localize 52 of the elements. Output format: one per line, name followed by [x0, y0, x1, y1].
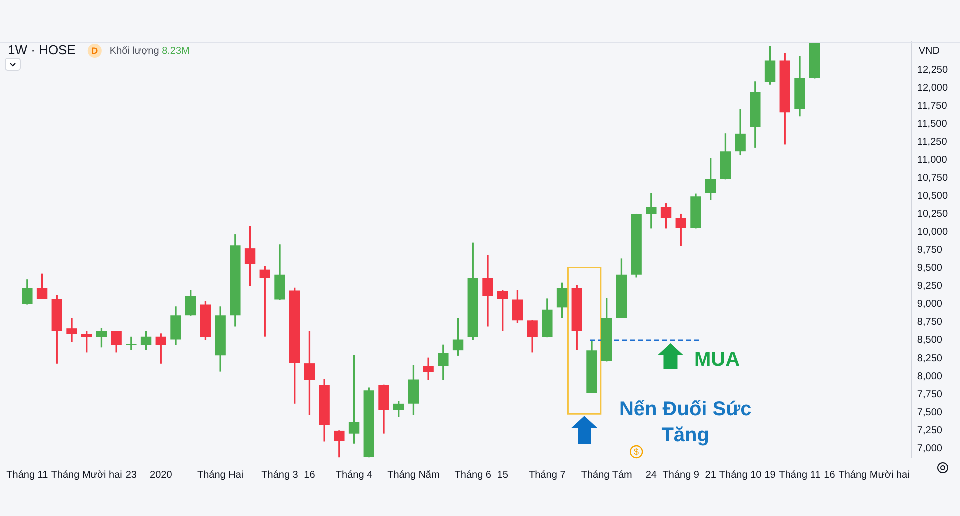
y-tick-label: 7,750 — [917, 389, 943, 400]
y-tick-label: 8,250 — [917, 353, 943, 364]
candlestick — [126, 336, 137, 350]
x-tick-label: Tháng 11 — [779, 470, 822, 481]
y-tick-label: 10,500 — [917, 191, 948, 202]
annotation: Nến Đuối Sức Tăng — [619, 398, 752, 447]
candlestick — [66, 318, 78, 342]
annotation: D — [92, 46, 99, 56]
x-tick-label: Tháng 6 — [454, 470, 492, 481]
y-tick-label: 9,000 — [917, 299, 943, 310]
x-tick-label: 16 — [304, 470, 316, 481]
x-tick-label: 23 — [126, 470, 138, 481]
y-tick-label: 11,250 — [917, 136, 948, 148]
x-tick-label: Tháng 9 — [662, 470, 700, 481]
x-tick-label: Tháng Tám — [581, 470, 632, 481]
x-tick-label: 15 — [497, 470, 509, 481]
y-tick-label: 12,000 — [917, 82, 948, 94]
x-tick-label: Tháng Mười hai — [51, 470, 122, 481]
x-tick-label: Tháng 10 — [719, 470, 762, 481]
y-tick-label: 9,750 — [917, 245, 943, 256]
x-tick-label: Tháng 4 — [336, 470, 374, 481]
y-tick-label: 7,000 — [917, 443, 943, 454]
y-tick-label: 10,750 — [917, 173, 948, 184]
y-tick-label: 8,000 — [917, 371, 943, 382]
y-tick-label: 7,500 — [917, 407, 943, 418]
chart-title: 1W · HOSE — [8, 42, 76, 58]
y-tick-label: 10,250 — [917, 209, 948, 220]
x-tick-label: Tháng Năm — [388, 470, 440, 481]
x-tick-label: Tháng 7 — [529, 470, 566, 481]
x-tick-label: Tháng Mười hai — [838, 470, 910, 481]
ref-line-label: MUA — [694, 348, 740, 371]
y-tick-label: 11,500 — [917, 118, 948, 130]
y-tick-label: 11,750 — [917, 100, 948, 112]
x-tick-label: 16 — [824, 470, 836, 481]
x-tick-label: 21 — [705, 470, 717, 481]
y-tick-label: 7,250 — [917, 425, 943, 436]
annotation: $ — [634, 446, 640, 457]
y-tick-label: 9,250 — [917, 281, 943, 292]
y-tick-label: 9,500 — [917, 263, 943, 274]
x-tick-label: Tháng 3 — [262, 470, 299, 481]
y-tick-label: 12,250 — [917, 64, 948, 76]
x-tick-label: 24 — [646, 470, 658, 481]
chart-subtitle: Khối lượng 8.23M — [110, 46, 190, 57]
x-tick-label: 19 — [764, 470, 776, 481]
y-axis-title: VND — [918, 46, 940, 57]
y-tick-label: 8,500 — [917, 335, 943, 346]
x-tick-label: Tháng Hai — [198, 470, 244, 481]
y-tick-label: 11,000 — [917, 154, 948, 166]
x-tick-label: Tháng 11 — [6, 470, 49, 481]
y-tick-label: 8,750 — [917, 317, 943, 328]
y-tick-label: 10,000 — [917, 227, 948, 238]
x-tick-label: 2020 — [150, 470, 173, 481]
